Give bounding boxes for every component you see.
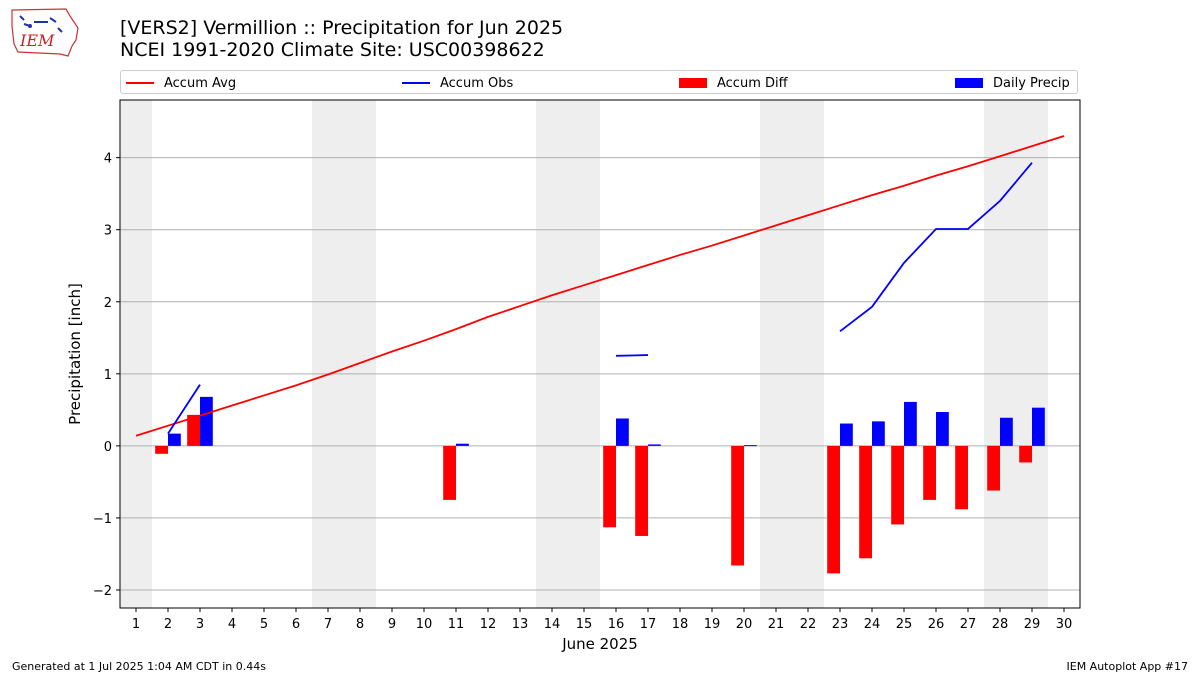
daily-precip-bar [936, 412, 949, 446]
footer-app-text: IEM Autoplot App #17 [1066, 660, 1189, 673]
legend-label-accum-diff: Accum Diff [717, 75, 788, 91]
x-tick-label: 27 [960, 617, 977, 632]
y-tick-label: 3 [104, 224, 112, 239]
y-tick-label: −2 [93, 584, 112, 599]
chart-subtitle: NCEI 1991-2020 Climate Site: USC00398622 [120, 39, 545, 61]
accum-diff-bar [923, 445, 936, 500]
chart-title: [VERS2] Vermillion :: Precipitation for … [120, 17, 564, 39]
iem-logo: IEM [11, 8, 79, 57]
x-tick-label: 2 [164, 617, 172, 632]
y-tick-label: −1 [93, 512, 112, 527]
x-tick-label: 18 [672, 617, 689, 632]
legend-swatch-daily-precip [955, 78, 983, 88]
x-tick-label: 13 [512, 617, 529, 632]
y-axis-label: Precipitation [inch] [66, 283, 84, 425]
weekend-shade [760, 100, 824, 608]
daily-precip-bar [744, 445, 757, 447]
daily-precip-bar [456, 443, 469, 446]
accum-diff-bar [603, 445, 616, 528]
daily-precip-bar [904, 401, 917, 446]
accum-obs-line [615, 354, 649, 357]
x-tick-label: 26 [928, 617, 945, 632]
accum-obs-line [839, 162, 1033, 333]
daily-precip-bar [1000, 417, 1013, 446]
y-tick-label: 1 [104, 368, 112, 383]
accum-diff-bar [891, 445, 904, 525]
daily-precip-bar [168, 433, 181, 446]
logo-text: IEM [19, 31, 55, 50]
x-tick-label: 29 [1024, 617, 1041, 632]
weekend-shade [984, 100, 1048, 608]
legend-swatch-accum-obs [402, 82, 430, 84]
legend-item-accum-avg: Accum Avg [126, 74, 236, 92]
legend-swatch-accum-diff [679, 78, 707, 88]
x-tick-label: 20 [736, 617, 753, 632]
x-tick-label: 22 [800, 617, 817, 632]
x-tick-label: 19 [704, 617, 721, 632]
accum-diff-bar [955, 445, 968, 510]
accum-diff-bar [1019, 445, 1032, 463]
y-tick-label: 0 [104, 440, 112, 455]
y-tick-label: 2 [104, 296, 112, 311]
accum-diff-bar [987, 445, 1000, 491]
legend-label-accum-obs: Accum Obs [440, 75, 514, 91]
accum-diff-bar [187, 414, 200, 446]
chart-legend: Accum Avg Accum Obs Accum Diff Daily Pre… [120, 70, 1078, 94]
x-tick-label: 28 [992, 617, 1009, 632]
legend-label-accum-avg: Accum Avg [164, 75, 237, 91]
accum-diff-bar [635, 445, 648, 536]
accum-diff-bar [859, 445, 872, 559]
x-tick-label: 25 [896, 617, 913, 632]
x-tick-label: 16 [608, 617, 625, 632]
accum-diff-bar [155, 445, 168, 454]
x-tick-label: 23 [832, 617, 849, 632]
x-tick-label: 11 [448, 617, 465, 632]
y-tick-label: 4 [104, 152, 112, 167]
daily-precip-bar [872, 421, 885, 446]
x-axis-label: June 2025 [561, 635, 638, 653]
legend-label-daily-precip: Daily Precip [993, 75, 1070, 91]
daily-precip-bar [840, 423, 853, 446]
daily-precip-bar [1032, 407, 1045, 446]
x-tick-label: 5 [260, 617, 268, 632]
legend-item-daily-precip: Daily Precip [955, 74, 1070, 92]
footer-generated-text: Generated at 1 Jul 2025 1:04 AM CDT in 0… [12, 660, 266, 673]
plot-frame [119, 99, 1081, 609]
x-tick-label: 12 [480, 617, 497, 632]
accum-diff-bar [827, 445, 840, 574]
x-tick-label: 9 [388, 617, 396, 632]
legend-swatch-accum-avg [126, 82, 154, 84]
daily-precip-bar [616, 418, 629, 446]
daily-precip-bar [200, 396, 213, 446]
weekend-shade [120, 100, 152, 608]
x-tick-label: 30 [1056, 617, 1073, 632]
x-tick-label: 14 [544, 617, 561, 632]
accum-avg-line [135, 135, 1065, 437]
accum-obs-line [167, 384, 201, 435]
x-tick-label: 1 [132, 617, 140, 632]
accum-diff-bar [443, 445, 456, 500]
x-tick-label: 4 [228, 617, 236, 632]
daily-precip-bar [648, 444, 661, 446]
x-tick-label: 8 [356, 617, 364, 632]
x-tick-label: 6 [292, 617, 300, 632]
x-tick-label: 15 [576, 617, 593, 632]
weekend-shade [312, 100, 376, 608]
x-tick-label: 21 [768, 617, 785, 632]
legend-item-accum-obs: Accum Obs [402, 74, 513, 92]
accum-diff-bar [731, 445, 744, 566]
x-tick-label: 3 [196, 617, 204, 632]
x-tick-label: 10 [416, 617, 433, 632]
x-tick-label: 17 [640, 617, 657, 632]
x-tick-label: 24 [864, 617, 881, 632]
legend-item-accum-diff: Accum Diff [679, 74, 788, 92]
weekend-shade [536, 100, 600, 608]
x-tick-label: 7 [324, 617, 332, 632]
